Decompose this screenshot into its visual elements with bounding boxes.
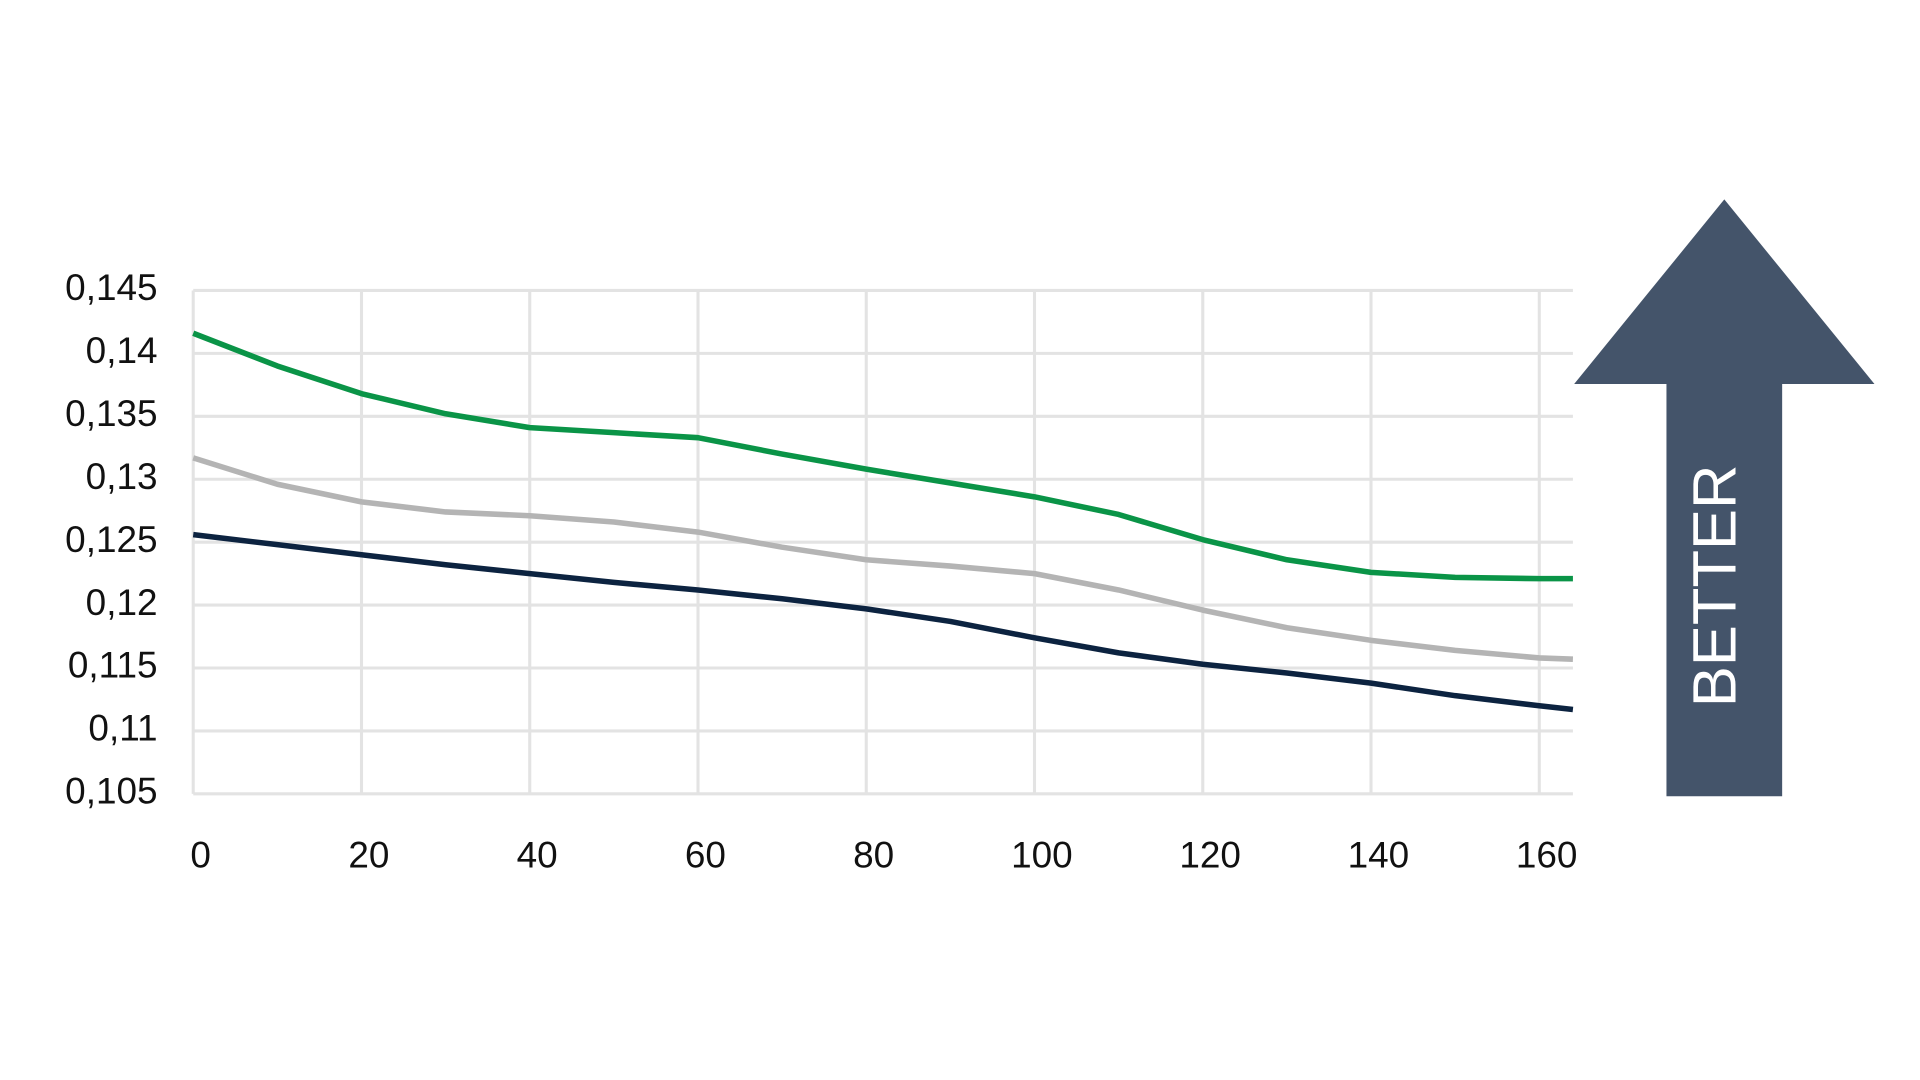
x-tick-label: 40 <box>517 835 558 876</box>
series-line <box>192 531 1574 713</box>
y-tick-label: 0,145 <box>65 267 157 308</box>
x-tick-label: 0 <box>190 835 211 876</box>
x-tick-label: 140 <box>1348 835 1410 876</box>
x-tick-label: 100 <box>1011 835 1073 876</box>
y-tick-label: 0,13 <box>86 456 158 497</box>
y-tick-label: 0,12 <box>86 582 158 623</box>
x-tick-label: 20 <box>348 835 389 876</box>
y-tick-label: 0,11 <box>88 708 157 749</box>
y-tick-label: 0,135 <box>65 393 157 434</box>
better-arrow <box>1574 199 1875 797</box>
y-tick-label: 0,115 <box>68 645 158 686</box>
y-tick-label: 0,125 <box>65 519 157 560</box>
x-tick-label: 120 <box>1179 835 1241 876</box>
y-tick-label: 0,105 <box>65 771 157 812</box>
series-line <box>192 455 1574 662</box>
x-tick-label: 60 <box>685 835 726 876</box>
series-line <box>192 330 1573 582</box>
x-tick-label: 160 <box>1516 835 1578 876</box>
annotation: BETTER <box>1681 465 1750 708</box>
y-tick-label: 0,14 <box>86 330 158 371</box>
x-tick-label: 80 <box>853 835 894 876</box>
